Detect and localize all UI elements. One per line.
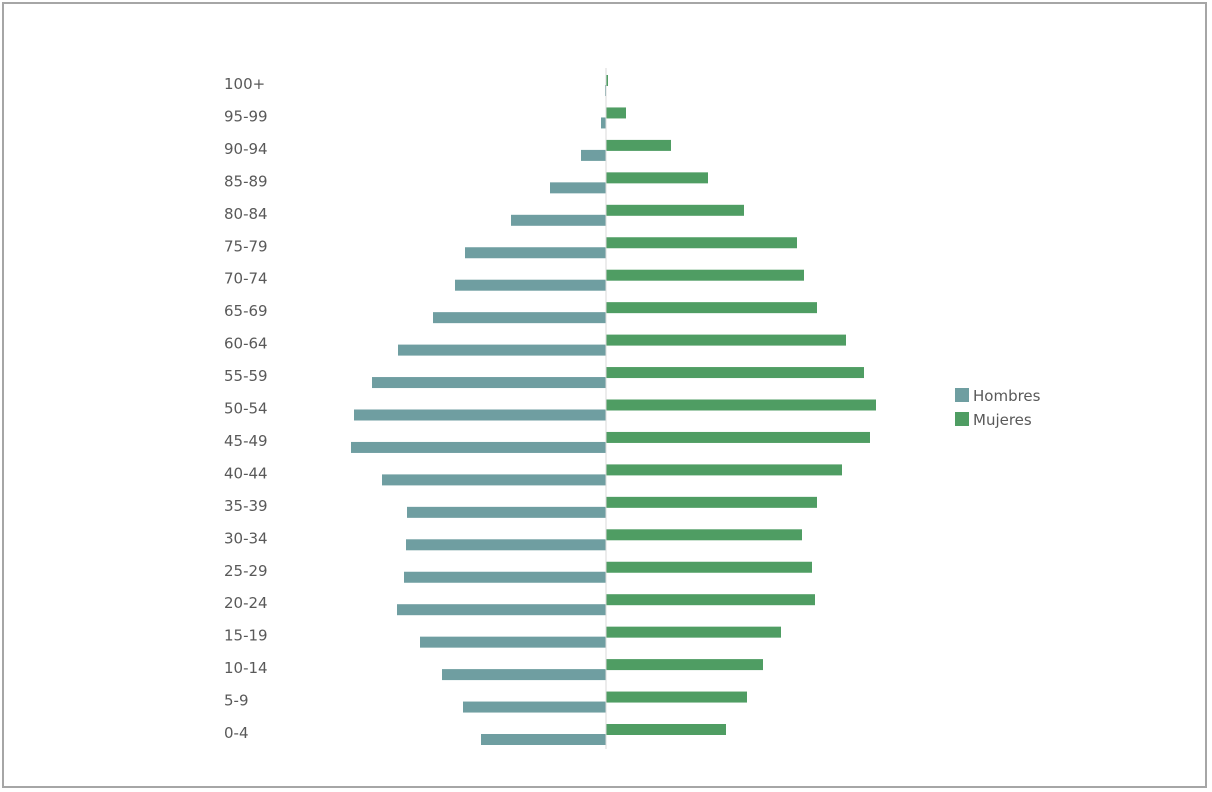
bar-mujeres-55-59 <box>606 367 864 379</box>
bar-mujeres-85-89 <box>606 172 708 184</box>
legend: Hombres Mujeres <box>955 387 1041 429</box>
tick-label-75-79: 75-79 <box>224 237 268 255</box>
legend-label-mujeres: Mujeres <box>973 411 1032 429</box>
bar-mujeres-35-39 <box>606 496 817 508</box>
tick-label-25-29: 25-29 <box>224 562 268 580</box>
bar-hombres-70-74 <box>455 279 606 291</box>
bar-mujeres-90-94 <box>606 139 671 151</box>
bar-mujeres-20-24 <box>606 594 815 606</box>
bar-mujeres-70-74 <box>606 269 804 281</box>
tick-label-20-24: 20-24 <box>224 594 268 612</box>
bar-mujeres-100plus <box>606 75 608 86</box>
bar-mujeres-50-54 <box>606 399 876 411</box>
bar-hombres-0-4 <box>481 734 606 745</box>
bar-hombres-80-84 <box>511 214 606 226</box>
tick-label-85-89: 85-89 <box>224 172 268 190</box>
tick-label-15-19: 15-19 <box>224 627 268 645</box>
tick-label-30-34: 30-34 <box>224 529 268 547</box>
bar-hombres-75-79 <box>465 247 606 259</box>
legend-label-hombres: Hombres <box>973 387 1041 405</box>
tick-label-0-4: 0-4 <box>224 724 249 742</box>
tick-label-5-9: 5-9 <box>224 692 249 710</box>
bar-hombres-30-34 <box>406 539 606 551</box>
bar-mujeres-80-84 <box>606 204 744 216</box>
bar-hombres-15-19 <box>420 636 606 648</box>
bar-mujeres-15-19 <box>606 626 781 638</box>
bar-mujeres-10-14 <box>606 659 763 671</box>
bar-hombres-20-24 <box>397 604 606 616</box>
bar-hombres-35-39 <box>407 506 606 518</box>
bar-hombres-25-29 <box>404 571 606 583</box>
mujeres-series <box>606 75 876 735</box>
tick-label-35-39: 35-39 <box>224 497 268 515</box>
bar-mujeres-60-64 <box>606 334 846 346</box>
bar-mujeres-65-69 <box>606 302 817 314</box>
bar-hombres-65-69 <box>433 312 606 324</box>
bar-hombres-45-49 <box>351 441 606 453</box>
bar-mujeres-95-99 <box>606 107 626 119</box>
hombres-series <box>351 85 606 745</box>
bar-hombres-95-99 <box>601 117 606 129</box>
bar-hombres-40-44 <box>382 474 606 486</box>
tick-label-55-59: 55-59 <box>224 367 268 385</box>
bar-hombres-5-9 <box>463 701 606 713</box>
bar-hombres-60-64 <box>398 344 606 356</box>
bar-mujeres-5-9 <box>606 691 747 703</box>
bar-mujeres-40-44 <box>606 464 842 476</box>
bar-mujeres-0-4 <box>606 724 726 735</box>
age-group-tick-labels: 100+ 95-99 90-94 85-89 80-84 75-79 70-74 65-69 6… <box>224 75 268 742</box>
tick-label-45-49: 45-49 <box>224 432 268 450</box>
bar-hombres-10-14 <box>442 669 606 681</box>
bar-hombres-90-94 <box>581 149 606 161</box>
bar-hombres-85-89 <box>550 182 606 194</box>
bar-mujeres-25-29 <box>606 561 812 573</box>
legend-swatch-mujeres <box>955 412 969 426</box>
tick-label-100plus: 100+ <box>224 75 265 93</box>
tick-label-50-54: 50-54 <box>224 400 268 418</box>
bar-mujeres-30-34 <box>606 529 802 541</box>
legend-swatch-hombres <box>955 388 969 402</box>
tick-label-10-14: 10-14 <box>224 659 268 677</box>
bar-mujeres-75-79 <box>606 237 797 249</box>
bar-hombres-50-54 <box>354 409 606 421</box>
tick-label-60-64: 60-64 <box>224 335 268 353</box>
bar-hombres-55-59 <box>372 377 606 389</box>
bar-mujeres-45-49 <box>606 431 870 443</box>
tick-label-65-69: 65-69 <box>224 302 268 320</box>
tick-label-70-74: 70-74 <box>224 270 268 288</box>
tick-label-80-84: 80-84 <box>224 205 268 223</box>
tick-label-95-99: 95-99 <box>224 107 268 125</box>
tick-label-40-44: 40-44 <box>224 464 268 482</box>
tick-label-90-94: 90-94 <box>224 140 268 158</box>
